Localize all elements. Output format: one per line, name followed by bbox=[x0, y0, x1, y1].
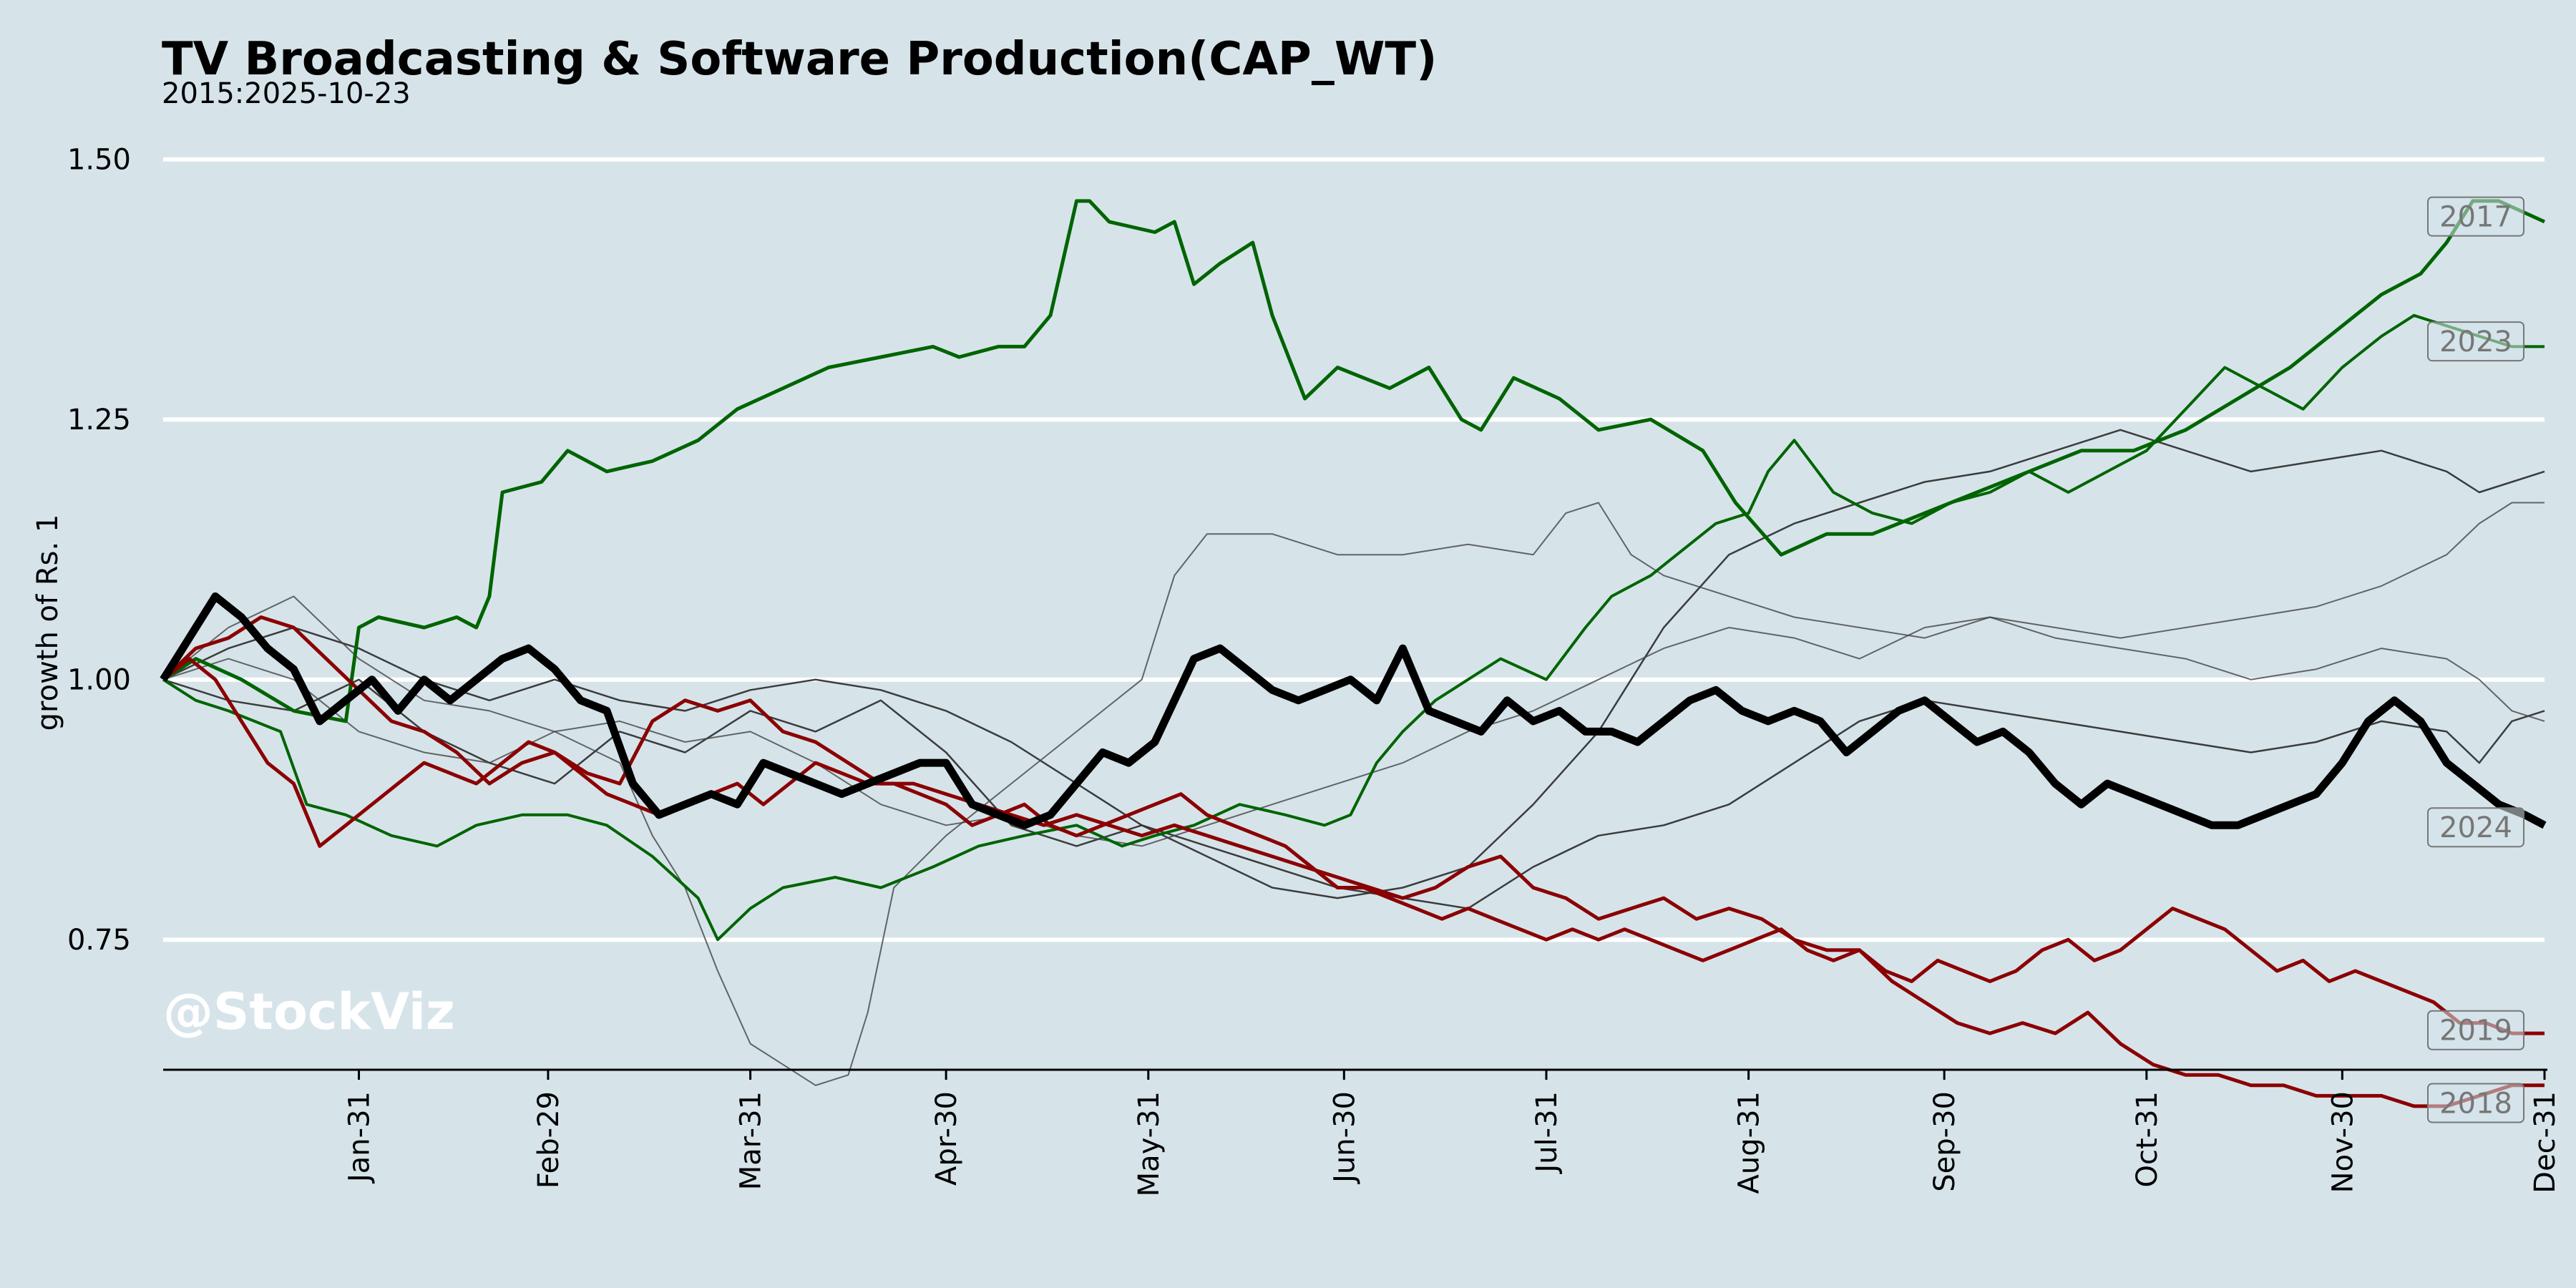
x-tick-label-sep-30: Sep-30 bbox=[1928, 1091, 1961, 1192]
year-label-text-2018: 2018 bbox=[2439, 1088, 2512, 1121]
series-line-unlabeled-6 bbox=[162, 429, 2545, 899]
year-label-box-2018 bbox=[2427, 1083, 2524, 1123]
x-tick-label-jan-31: Jan-31 bbox=[343, 1091, 376, 1184]
series-line-unlabeled-8 bbox=[162, 616, 2545, 847]
series-line-2019 bbox=[162, 657, 2545, 1035]
series-line-2024 bbox=[160, 592, 2547, 829]
year-label-2023: 2023 bbox=[2427, 321, 2524, 362]
gridlines bbox=[163, 157, 2545, 942]
y-tick-label-1-50: 1.50 bbox=[67, 144, 131, 177]
x-tick-label-mar-31: Mar-31 bbox=[735, 1091, 768, 1190]
x-tick-label-aug-31: Aug-31 bbox=[1733, 1091, 1766, 1194]
x-tick-label-oct-31: Oct-31 bbox=[2131, 1091, 2164, 1188]
x-tick-label-may-31: May-31 bbox=[1133, 1091, 1166, 1196]
year-label-box-2024 bbox=[2427, 807, 2524, 848]
x-tick-label-nov-30: Nov-30 bbox=[2326, 1091, 2359, 1193]
x-axis: Jan-31 Feb-29 Mar-31 Apr-30 May-31 Jun-30 Jul-… bbox=[163, 1068, 2562, 1196]
y-axis: 0.75 1.00 1.25 1.50 bbox=[67, 144, 131, 957]
year-label-text-2023: 2023 bbox=[2439, 326, 2512, 358]
year-label-2017: 2017 bbox=[2427, 196, 2524, 237]
year-label-text-2017: 2017 bbox=[2439, 201, 2512, 234]
year-label-text-2024: 2024 bbox=[2439, 811, 2512, 844]
series-line-unlabeled-5 bbox=[162, 678, 2545, 909]
year-label-2019: 2019 bbox=[2427, 1010, 2524, 1050]
x-tick-label-jun-30: Jun-30 bbox=[1328, 1091, 1361, 1185]
y-axis-label: growth of Rs. 1 bbox=[31, 514, 64, 731]
y-tick-label-1-00: 1.00 bbox=[67, 664, 131, 697]
x-tick-label-jul-31: Jul-31 bbox=[1531, 1091, 1563, 1175]
series-line-unlabeled-7 bbox=[162, 502, 2545, 1086]
y-tick-label-1-25: 1.25 bbox=[67, 404, 131, 436]
y-tick-label-0-75: 0.75 bbox=[67, 924, 131, 957]
year-label-2018: 2018 bbox=[2427, 1083, 2524, 1123]
year-label-box-2017 bbox=[2427, 196, 2524, 237]
x-tick-label-apr-30: Apr-30 bbox=[930, 1091, 963, 1186]
chart-subtitle: 2015:2025-10-23 bbox=[162, 77, 411, 110]
series-lines bbox=[160, 199, 2547, 1108]
watermark: @StockViz bbox=[163, 982, 455, 1041]
series-line-2017 bbox=[162, 199, 2546, 723]
year-labels: 2017 2023 2024 2019 2018 bbox=[2427, 196, 2524, 1123]
year-label-text-2019: 2019 bbox=[2439, 1015, 2512, 1048]
x-tick-label-dec-31: Dec-31 bbox=[2529, 1091, 2562, 1194]
series-line-2023 bbox=[162, 313, 2545, 942]
year-label-box-2023 bbox=[2427, 321, 2524, 362]
year-label-box-2019 bbox=[2427, 1010, 2524, 1050]
series-line-2018 bbox=[162, 615, 2545, 1108]
x-tick-label-feb-29: Feb-29 bbox=[532, 1091, 565, 1189]
chart-title: TV Broadcasting & Software Production(CA… bbox=[162, 33, 1437, 86]
year-label-2024: 2024 bbox=[2427, 807, 2524, 848]
